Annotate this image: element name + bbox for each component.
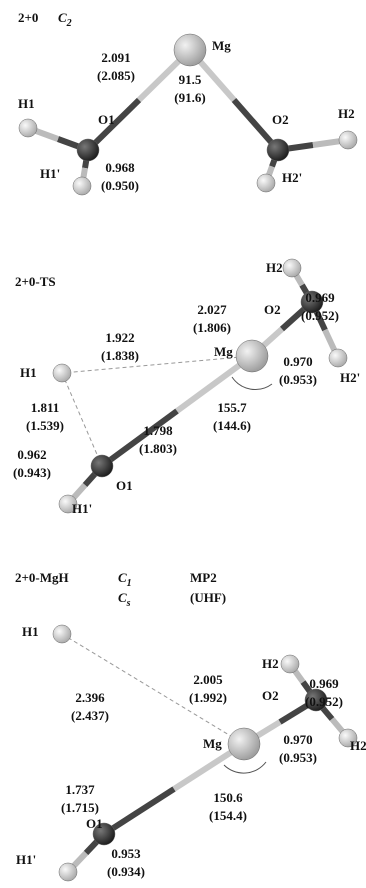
atom (19, 119, 37, 137)
atom (53, 625, 71, 643)
value-alt: (0.953) (279, 372, 317, 387)
value: 2.005 (193, 672, 223, 687)
atom (91, 455, 113, 477)
atom (236, 340, 268, 372)
value: 0.962 (17, 447, 46, 462)
atom-label: H1' (72, 501, 92, 516)
symmetry-label: Cs (118, 590, 131, 609)
atom-label: H2' (340, 370, 360, 385)
atom-label: H1 (22, 624, 39, 639)
value: 0.969 (309, 676, 339, 691)
atom-label: H2' (350, 738, 366, 753)
panel: 2+0-TS Mg O2 H2 H2' H1 O1 H1' 2.027 (1.806) 0.969 (… (13, 259, 360, 516)
value: 150.6 (213, 790, 243, 805)
atom-label: O1 (86, 816, 103, 831)
atom (281, 655, 299, 673)
value-alt: (1.992) (189, 690, 227, 705)
figure: 2+0C2MgO1H1H1'O2H2H2'2.091(2.085)91.5(91… (0, 0, 366, 888)
method-label: (UHF) (190, 590, 226, 605)
atom-label: Mg (212, 38, 231, 53)
atom-label: H2 (338, 106, 355, 121)
atom-label: O2 (264, 302, 281, 317)
value-alt: (2.437) (71, 708, 109, 723)
value: 91.5 (179, 72, 202, 87)
atom (59, 863, 77, 881)
value: 2.396 (75, 690, 105, 705)
value-alt: (1.715) (61, 800, 99, 815)
value: 1.737 (65, 782, 95, 797)
panel-title: 2+0-TS (15, 274, 56, 289)
symmetry-subscript: s (126, 598, 131, 609)
value-alt: (0.953) (279, 750, 317, 765)
atom (73, 177, 91, 195)
atom-label: O1 (116, 478, 133, 493)
panel-title: 2+0 (18, 10, 38, 25)
atom-label: H2' (282, 170, 302, 185)
value: 1.811 (31, 400, 60, 415)
value: 0.953 (111, 846, 141, 861)
symmetry-label: C2 (58, 10, 72, 29)
atom-label: H1 (18, 96, 35, 111)
symmetry-label: C1 (118, 570, 132, 589)
atom (329, 349, 347, 367)
panel: 2+0-MgH C1 MP2 Cs (UHF) H1 H2 O2 H2' Mg O1 H1' 2.396… (15, 570, 366, 881)
bond (104, 789, 174, 834)
value-alt: (1.539) (26, 418, 64, 433)
hydrogen-bond (62, 634, 244, 744)
method-label: MP2 (190, 570, 217, 585)
value: 2.027 (197, 302, 227, 317)
panel: 2+0 C2 Mg O1 H1 H1' O2 H2 H2' 2.091 (2.085) 91.5 (91… (18, 10, 357, 195)
atom-label: Mg (203, 736, 222, 751)
value: 2.091 (101, 50, 130, 65)
value-alt: (0.952) (305, 694, 343, 709)
atom (339, 131, 357, 149)
value-alt: (1.838) (101, 348, 139, 363)
atom-label: H2 (266, 260, 283, 275)
atom-label: H2 (262, 656, 279, 671)
symmetry-symbol: C (118, 570, 127, 585)
angle-arc (224, 762, 266, 773)
value: 0.970 (283, 732, 312, 747)
atom (53, 364, 71, 382)
atom-label: O2 (262, 688, 279, 703)
atom-label: Mg (214, 344, 233, 359)
value-alt: (0.952) (301, 308, 339, 323)
symmetry-subscript: 1 (127, 578, 132, 589)
atom (257, 174, 275, 192)
atom (267, 139, 289, 161)
value-alt: (0.943) (13, 465, 51, 480)
angle-arc (232, 377, 272, 390)
value: 1.798 (143, 423, 173, 438)
bond (102, 411, 177, 466)
value-alt: (154.4) (209, 808, 247, 823)
value-alt: (1.803) (139, 441, 177, 456)
value: 1.922 (105, 330, 134, 345)
atom (283, 259, 301, 277)
value: 155.7 (217, 400, 247, 415)
atom-label: O1 (98, 112, 115, 127)
value: 0.969 (305, 290, 335, 305)
atom-label: H1' (16, 852, 36, 867)
value: 0.968 (105, 160, 135, 175)
atom (228, 728, 260, 760)
symmetry-symbol: C (118, 590, 127, 605)
value-alt: (0.934) (107, 864, 145, 879)
value-alt: (2.085) (97, 68, 135, 83)
atom (174, 34, 206, 66)
value-alt: (144.6) (213, 418, 251, 433)
atom (77, 139, 99, 161)
atom-label: H1 (20, 365, 37, 380)
value-alt: (91.6) (174, 90, 205, 105)
panel-title: 2+0-MgH (15, 570, 69, 585)
atom-label: H1' (40, 166, 60, 181)
atom-label: O2 (272, 112, 289, 127)
symmetry-subscript: 2 (66, 18, 72, 29)
value-alt: (0.950) (101, 178, 139, 193)
hydrogen-bond (62, 373, 102, 466)
value-alt: (1.806) (193, 320, 231, 335)
value: 0.970 (283, 354, 312, 369)
symmetry-symbol: C (58, 10, 67, 25)
